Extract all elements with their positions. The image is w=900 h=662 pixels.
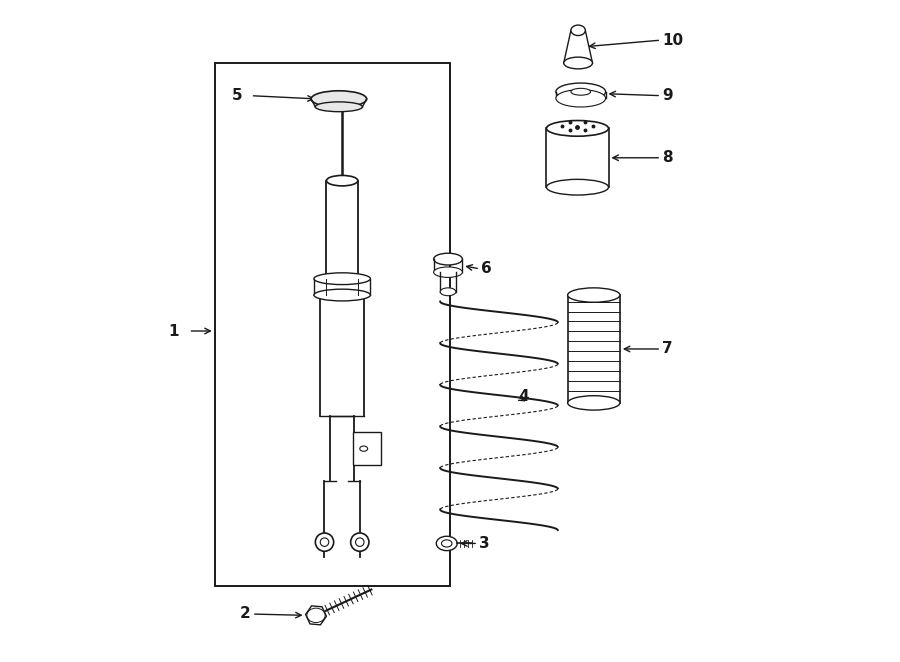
Ellipse shape — [360, 446, 367, 451]
Ellipse shape — [563, 57, 592, 69]
Ellipse shape — [568, 396, 620, 410]
Ellipse shape — [556, 83, 606, 101]
Ellipse shape — [556, 89, 606, 107]
Ellipse shape — [546, 120, 608, 136]
Ellipse shape — [327, 175, 358, 186]
Polygon shape — [306, 606, 327, 625]
Bar — [354, 432, 382, 465]
Bar — [546, 128, 608, 187]
Text: 6: 6 — [482, 261, 492, 277]
Ellipse shape — [442, 540, 452, 547]
Bar — [568, 295, 620, 403]
Ellipse shape — [440, 288, 456, 296]
Ellipse shape — [315, 533, 334, 551]
Text: 2: 2 — [240, 606, 250, 621]
Ellipse shape — [356, 538, 364, 546]
Text: 8: 8 — [662, 150, 673, 166]
Text: 3: 3 — [480, 536, 490, 551]
Text: 10: 10 — [662, 32, 684, 48]
Ellipse shape — [320, 538, 328, 546]
Ellipse shape — [434, 253, 463, 265]
Ellipse shape — [434, 267, 463, 277]
Ellipse shape — [351, 533, 369, 551]
Ellipse shape — [314, 273, 371, 285]
Ellipse shape — [311, 91, 366, 107]
Bar — [215, 63, 450, 586]
Text: 7: 7 — [662, 342, 673, 356]
Text: 1: 1 — [168, 324, 179, 338]
Ellipse shape — [546, 179, 608, 195]
Ellipse shape — [571, 25, 585, 36]
Ellipse shape — [571, 88, 590, 95]
Ellipse shape — [568, 288, 620, 303]
Ellipse shape — [315, 102, 363, 112]
Ellipse shape — [436, 536, 457, 551]
Ellipse shape — [314, 289, 371, 301]
Text: 4: 4 — [518, 389, 529, 404]
Text: 9: 9 — [662, 88, 673, 103]
Text: 5: 5 — [232, 88, 243, 103]
